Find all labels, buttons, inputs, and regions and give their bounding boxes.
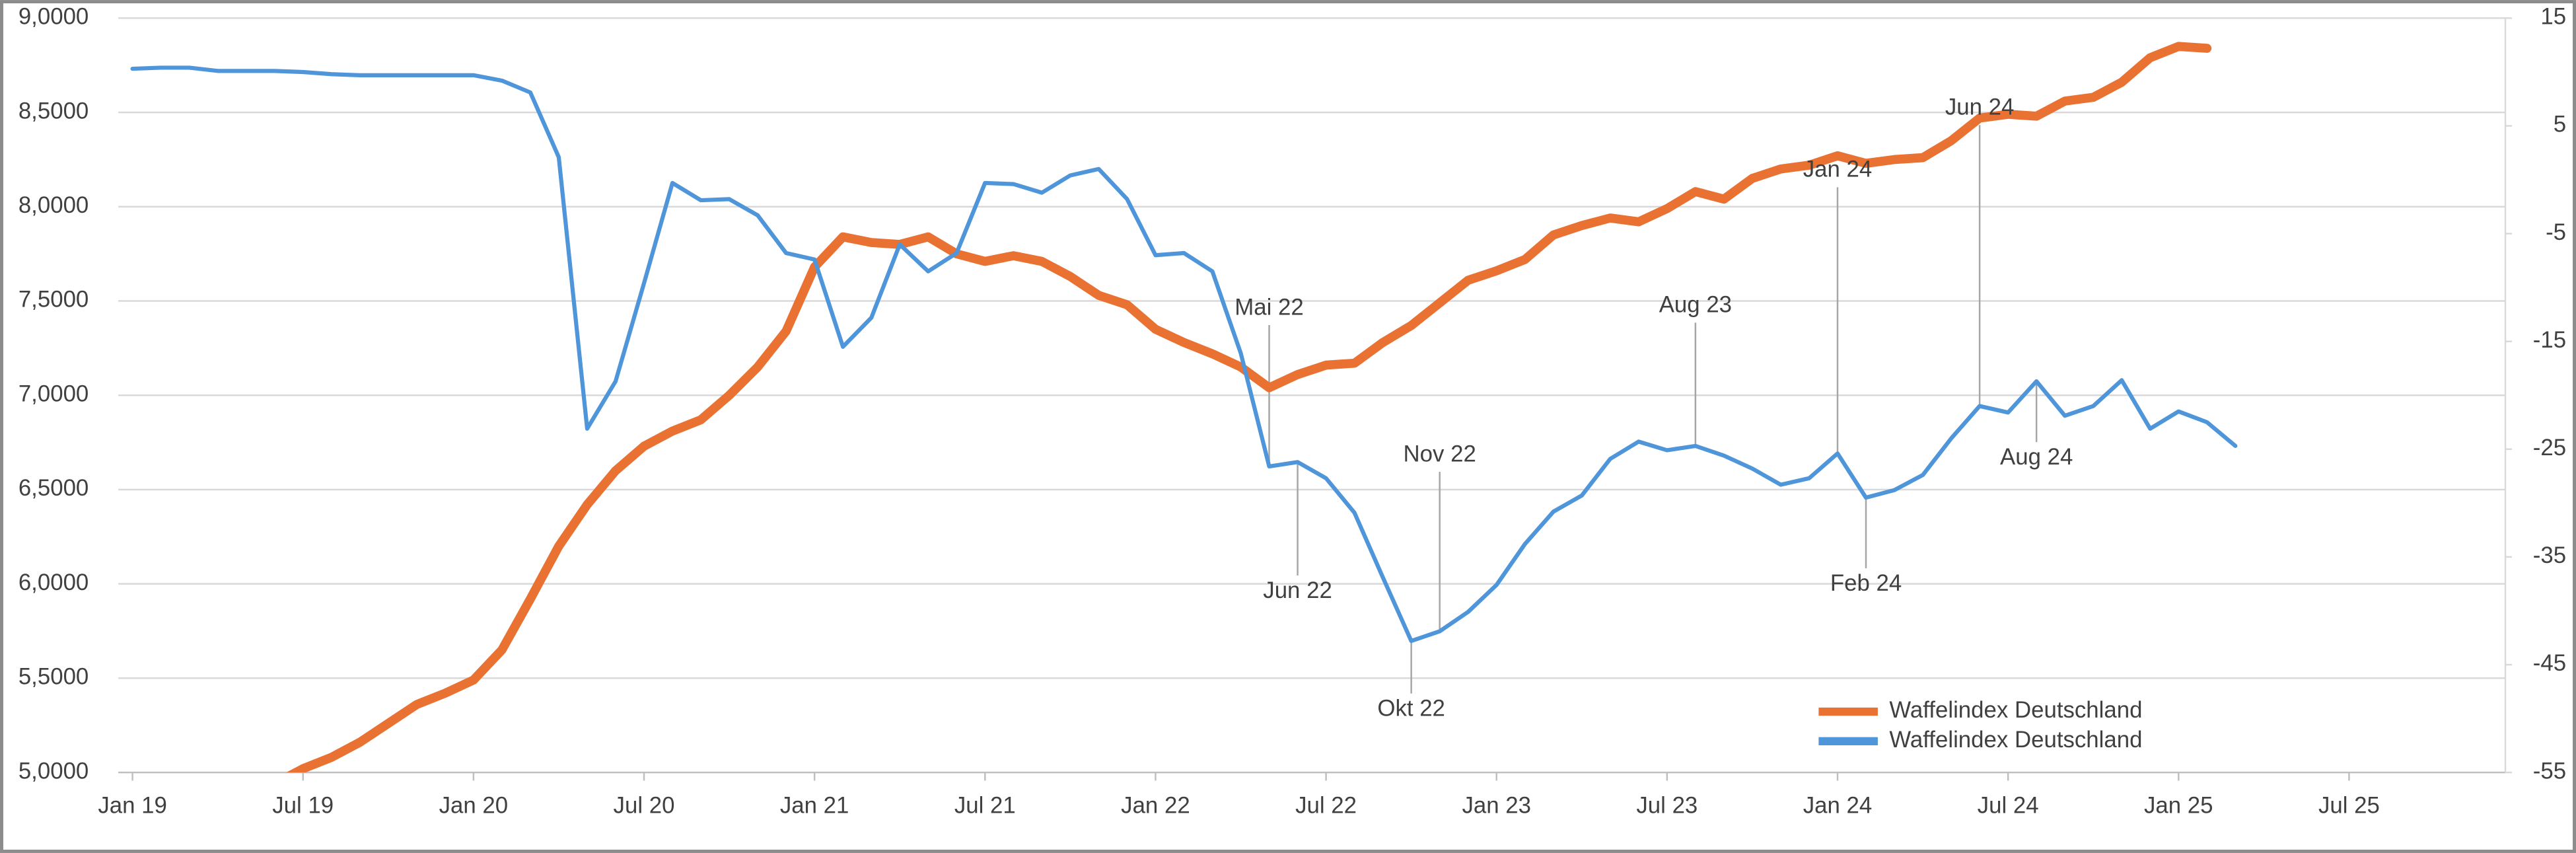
legend-label: Waffelindex Deutschland (1889, 727, 2142, 753)
y-tick-label: 9,0000 (18, 4, 89, 30)
plot-area (130, 42, 2238, 773)
annotation-label: Nov 22 (1404, 441, 1476, 466)
x-tick-label: Jan 25 (2144, 793, 2213, 819)
x-tick-label: Jul 23 (1636, 793, 1698, 819)
x-tick-label: Jul 19 (272, 793, 334, 819)
x-tick-label: Jan 20 (439, 793, 509, 819)
x-tick-label: Jan 23 (1462, 793, 1531, 819)
annotation-label: Jan 24 (1803, 157, 1873, 182)
y-tick-label: 8,0000 (18, 192, 89, 218)
y-tick-label: 6,0000 (18, 570, 89, 595)
legend-label: Waffelindex Deutschland (1889, 697, 2142, 723)
x-tick-label: Jan 19 (98, 793, 167, 819)
annotation-label: Aug 23 (1659, 292, 1732, 318)
y2-tick-label: 15 (2540, 4, 2566, 30)
annotation-label: Aug 24 (2000, 444, 2073, 470)
x-tick-label: Jan 22 (1121, 793, 1190, 819)
x-tick-label: Jul 24 (1978, 793, 2039, 819)
x-tick-label: Jul 20 (614, 793, 675, 819)
y2-tick-label: -45 (2533, 650, 2566, 676)
x-tick-label: Jul 25 (2318, 793, 2380, 819)
x-tick-label: Jan 21 (780, 793, 849, 819)
y2-tick-label: -5 (2546, 219, 2566, 245)
y2-tick-label: -55 (2533, 758, 2566, 784)
y-tick-label: 5,5000 (18, 664, 89, 690)
y2-tick-label: -15 (2533, 327, 2566, 353)
annotation-label: Okt 22 (1377, 696, 1445, 722)
x-tick-label: Jul 22 (1295, 793, 1357, 819)
x-tick-label: Jan 24 (1803, 793, 1873, 819)
y-tick-label: 7,5000 (18, 287, 89, 313)
annotation-label: Jun 22 (1263, 577, 1332, 603)
y2-tick-label: 5 (2554, 112, 2566, 137)
y-tick-label: 7,0000 (18, 381, 89, 406)
y2-tick-label: -25 (2533, 435, 2566, 461)
x-tick-label: Jul 21 (954, 793, 1016, 819)
y-tick-label: 6,5000 (18, 475, 89, 501)
y-tick-label: 5,0000 (18, 758, 89, 784)
annotation-label: Jun 24 (1945, 94, 2015, 120)
y-tick-label: 8,5000 (18, 98, 89, 124)
y2-tick-label: -35 (2533, 542, 2566, 568)
annotation-label: Mai 22 (1234, 294, 1304, 320)
series-line (130, 65, 2238, 644)
annotation-label: Feb 24 (1830, 570, 1902, 596)
series-line (286, 42, 2212, 773)
